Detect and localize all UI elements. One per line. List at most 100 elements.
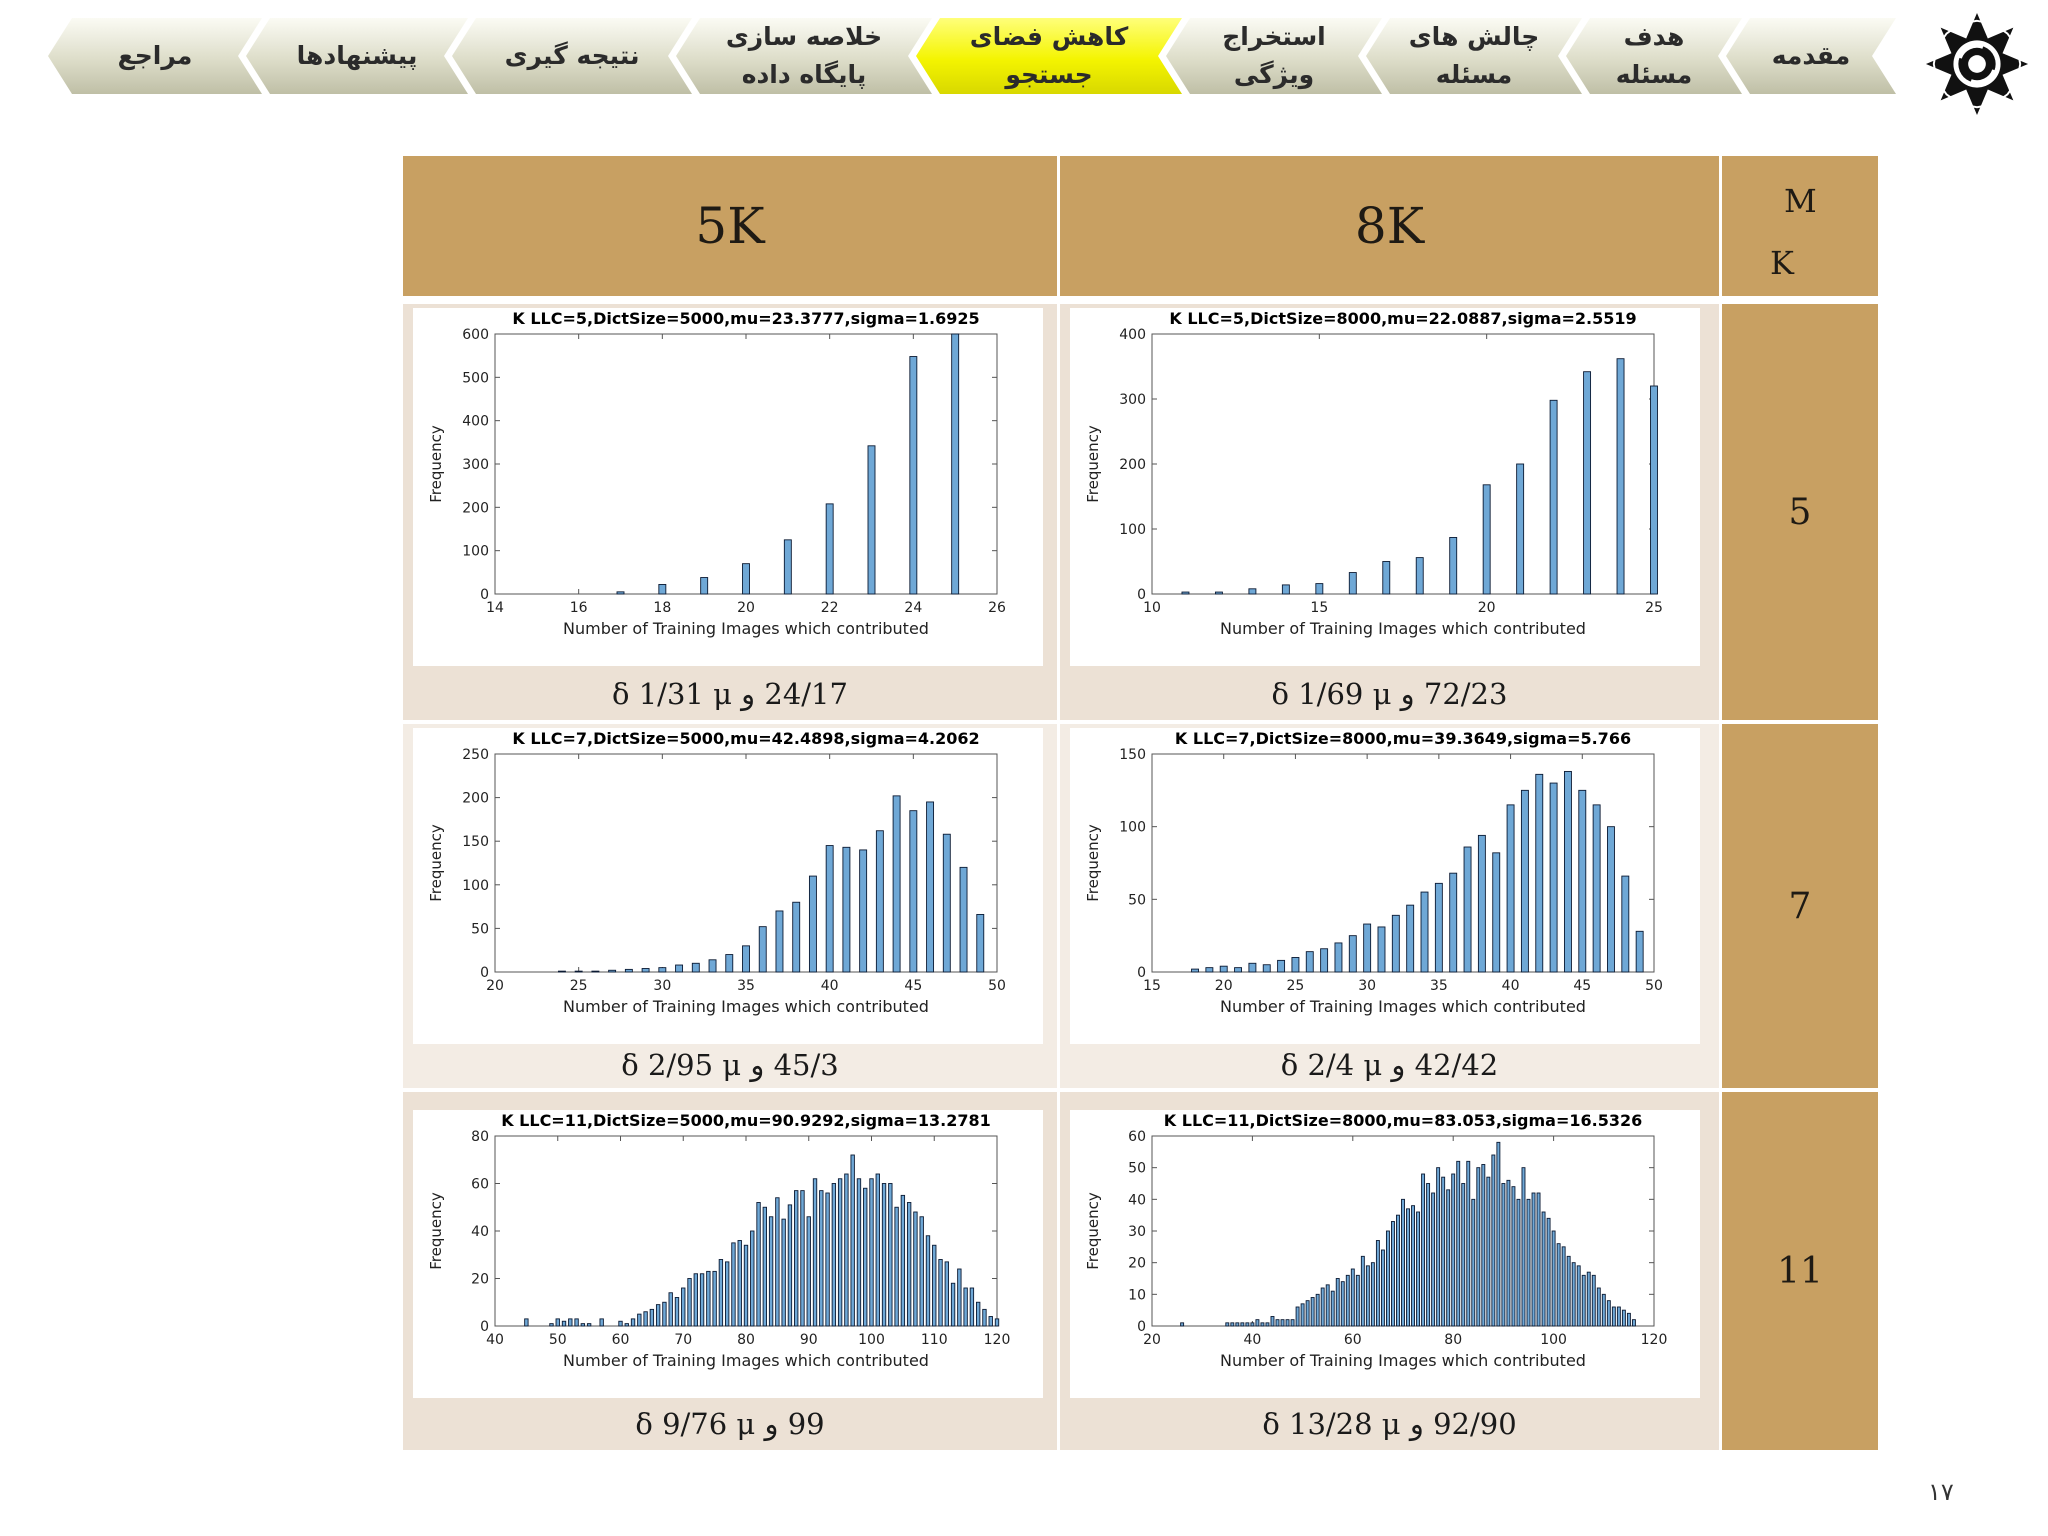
histogram-bar [649,1308,655,1327]
histogram-bar [787,1204,793,1327]
histogram-bar [1471,1198,1476,1327]
histogram-bar [1451,1173,1456,1327]
histogram-bar [1531,1192,1536,1327]
histogram-bar [1501,1183,1506,1327]
histogram-bar [1616,358,1625,595]
cell-5k-k5: K LLC=5,DictSize=5000,mu=23.3777,sigma=1… [403,304,1057,720]
histogram-bar [1586,1271,1591,1327]
plot-frame [1151,333,1655,595]
row-k-7: 7 [1722,724,1878,1088]
histogram-5k-k7: K LLC=7,DictSize=5000,mu=42.4898,sigma=4… [427,729,1006,1016]
stats-caption: 72/23 و δ 1/69 μ [1271,677,1508,711]
histogram-bar [906,1202,912,1327]
x-tick-label: 20 [737,600,755,616]
histogram-bar [1511,1186,1516,1327]
nav-tab-intro[interactable]: مقدمه [1726,18,1896,94]
histogram-bar [1463,846,1472,973]
histogram-bar [959,866,968,973]
nav-tab-suggestions[interactable]: پیشنهادها [246,18,468,94]
histogram-bar [1181,591,1190,595]
histogram-bar [1375,1240,1380,1327]
histogram-bar [1214,591,1223,595]
histogram-bar [641,968,650,973]
histogram-bar [1262,964,1271,973]
histogram-bar [630,1318,636,1327]
histogram-bar [1541,1211,1546,1327]
histogram-bar [1535,773,1544,973]
x-tick-label: 26 [988,600,1006,616]
histogram-bar [1626,1312,1631,1327]
y-tick-label: 400 [1119,327,1146,343]
stats-caption: 24/17 و δ 1/31 μ [612,677,848,711]
histogram-bar [1416,1211,1421,1327]
y-tick-label: 0 [480,587,489,603]
histogram-bar [1491,1154,1496,1327]
histogram-bar [1360,1255,1365,1327]
histogram-bar [794,1190,799,1327]
histogram-bar [1521,1167,1526,1327]
histogram-bar [1506,1179,1511,1327]
histogram-bar [1265,1322,1270,1327]
histogram-bar [706,1270,711,1327]
histogram-bar [568,1318,573,1327]
y-tick-label: 50 [1128,892,1146,908]
histogram-bar [842,846,851,973]
histogram-bar [919,1216,924,1327]
nav-tab-search-space[interactable]: کاهش فضای جستجو [916,18,1182,94]
x-tick-label: 70 [674,1332,692,1348]
nav-tab-references[interactable]: مراجع [48,18,262,94]
histogram-bar [1345,1274,1350,1327]
nav-tab-conclusion[interactable]: نتیجه گیری [452,18,692,94]
histogram-bar [1348,572,1357,595]
histogram-bar [1348,935,1357,973]
histogram-bar [1305,1300,1310,1327]
x-axis-label: Number of Training Images which contribu… [1220,1351,1586,1370]
y-tick-label: 200 [462,500,489,516]
histogram-bar [969,1287,975,1327]
y-tick-label: 50 [1128,1161,1146,1177]
histogram-bar [674,1297,680,1327]
histogram-bar [724,1261,730,1327]
y-tick-label: 40 [471,1224,489,1240]
histogram-bar [1556,1243,1561,1327]
y-tick-label: 100 [462,878,489,894]
histogram-bar [693,1273,698,1327]
histogram-bar [618,1320,623,1327]
nav-tab-db-summarization[interactable]: خلاصه سازی پایگاه داده [676,18,932,94]
histogram-8k-k5: K LLC=5,DictSize=8000,mu=22.0887,sigma=2… [1084,309,1663,638]
histogram-bar [1607,826,1615,973]
x-tick-label: 14 [486,600,504,616]
nav-tab-goal[interactable]: هدف مسئله [1566,18,1742,94]
y-tick-label: 0 [480,965,489,981]
histogram-bar [1363,923,1372,973]
histogram-8k-k11: K LLC=11,DictSize=8000,mu=83.053,sigma=1… [1084,1111,1667,1370]
histogram-bar [1275,1319,1280,1327]
plot-frame [494,753,998,973]
y-tick-label: 150 [462,834,489,850]
y-tick-label: 80 [471,1129,489,1145]
histogram-bar [616,591,625,595]
chart-title: K LLC=11,DictSize=5000,mu=90.9292,sigma=… [501,1111,991,1130]
histogram-bar [825,503,834,595]
histogram-bar [783,539,792,595]
histogram-bar [557,970,566,973]
histogram-bar [825,1192,830,1327]
histogram-bar [976,913,985,973]
histogram-5k-k11: K LLC=11,DictSize=5000,mu=90.9292,sigma=… [427,1111,1010,1370]
y-axis-label: Frequency [427,1192,445,1270]
nav-tab-feature-extraction[interactable]: استخراج ویژگی [1166,18,1382,94]
histogram-bar [1334,942,1343,973]
histogram-bar [1406,1208,1410,1327]
histogram-bar [1396,1214,1400,1327]
histogram-bar [825,845,834,973]
histogram-bar [850,1154,855,1327]
nav-tab-challenges[interactable]: چالش های مسئله [1366,18,1582,94]
histogram-bar [1281,584,1290,595]
histogram-bar [1391,914,1400,973]
histogram-bar [875,830,884,973]
histogram-bar [1549,782,1558,973]
histogram-bar [863,1187,868,1327]
histogram-5k-k5: K LLC=5,DictSize=5000,mu=23.3777,sigma=1… [427,309,1006,638]
histogram-bar [1320,1287,1325,1327]
histogram-bar [668,1292,673,1327]
